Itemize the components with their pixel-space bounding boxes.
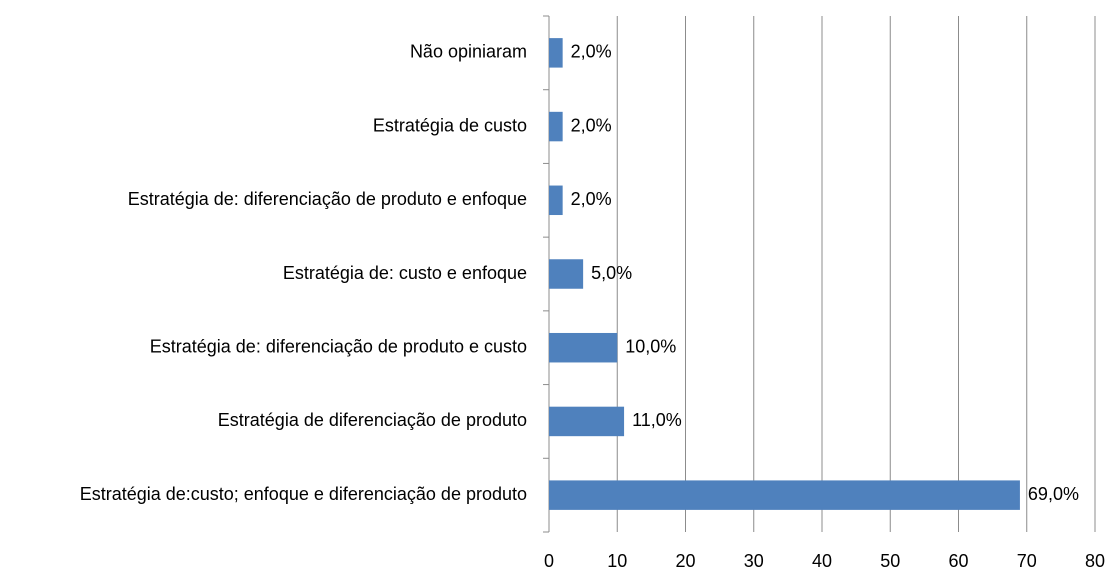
- y-tick-label: Estratégia de:custo; enfoque e diferenci…: [80, 484, 527, 504]
- value-label: 5,0%: [591, 263, 632, 283]
- y-tick-label: Estratégia de: diferenciação de produto …: [150, 336, 527, 356]
- x-tick-label: 30: [744, 551, 764, 571]
- y-tick-label: Estratégia de diferenciação de produto: [218, 410, 527, 430]
- y-tick-label: Estratégia de custo: [373, 115, 527, 135]
- bar: [549, 38, 563, 68]
- x-tick-label: 60: [948, 551, 968, 571]
- x-tick-label: 50: [880, 551, 900, 571]
- x-tick-label: 40: [812, 551, 832, 571]
- value-label: 2,0%: [571, 115, 612, 135]
- x-tick-label: 80: [1085, 551, 1105, 571]
- bar: [549, 480, 1020, 510]
- value-label: 2,0%: [571, 42, 612, 62]
- bar: [549, 332, 618, 363]
- x-tick-label: 0: [544, 551, 554, 571]
- x-tick-label: 10: [607, 551, 627, 571]
- bar: [549, 259, 584, 289]
- x-tick-label: 20: [675, 551, 695, 571]
- bar: [549, 111, 563, 142]
- value-label: 11,0%: [632, 410, 682, 430]
- bar: [549, 185, 563, 216]
- y-tick-label: Estratégia de: custo e enfoque: [283, 263, 527, 283]
- value-label: 69,0%: [1028, 484, 1079, 504]
- y-tick-label: Estratégia de: diferenciação de produto …: [128, 189, 527, 209]
- value-label: 2,0%: [571, 189, 612, 209]
- y-tick-label: Não opiniaram: [410, 42, 527, 62]
- bar: [549, 406, 625, 437]
- value-label: 10,0%: [625, 336, 676, 356]
- x-tick-label: 70: [1017, 551, 1037, 571]
